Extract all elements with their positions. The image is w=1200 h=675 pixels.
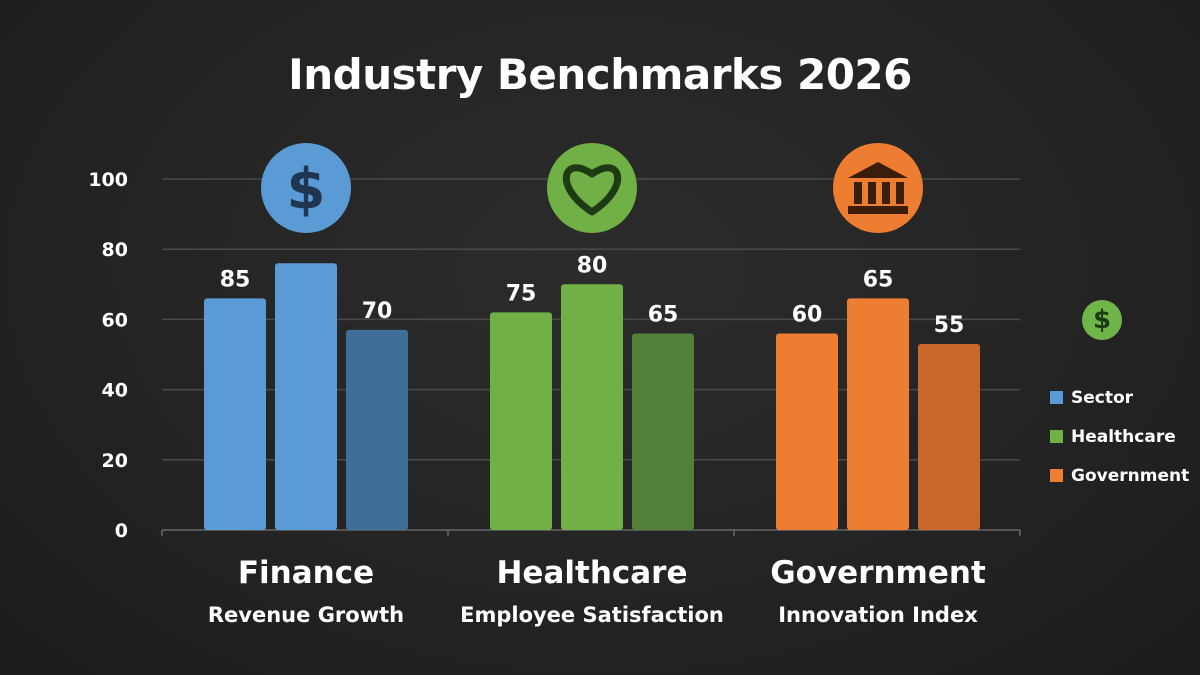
category-subtitle: Revenue Growth (208, 603, 404, 627)
bar-healthcare-2 (561, 284, 623, 530)
bar-finance-2 (275, 263, 337, 530)
bar-healthcare-3 (632, 333, 694, 530)
legend-swatch (1050, 430, 1063, 443)
data-label: 80 (577, 253, 608, 278)
bar-healthcare-1 (490, 312, 552, 530)
data-label: 55 (934, 313, 965, 338)
bar-government-3 (918, 343, 980, 530)
data-label: 60 (792, 302, 823, 327)
bank-icon (833, 143, 923, 233)
category-label: Finance (238, 555, 374, 591)
y-tick-label: 60 (102, 309, 128, 331)
y-tick-label: 40 (102, 380, 128, 402)
bar-government-2 (847, 298, 909, 530)
y-tick-label: 100 (88, 169, 128, 191)
legend-dollar-icon: $ (1082, 300, 1122, 340)
legend-item-sector: Sector (1050, 378, 1189, 417)
bar-government-1 (776, 333, 838, 530)
legend-label: Sector (1071, 387, 1134, 408)
y-tick-label: 20 (102, 450, 128, 472)
y-tick-label: 80 (102, 239, 128, 261)
data-label: 65 (863, 267, 894, 292)
data-label: 75 (506, 281, 537, 306)
legend-item-government: Government (1050, 456, 1189, 495)
dollar-glyph: $ (287, 157, 326, 222)
legend-swatch (1050, 469, 1063, 482)
category-label: Government (770, 555, 986, 591)
heart-glyph (562, 164, 622, 216)
chart-title: Industry Benchmarks 2026 (288, 50, 912, 99)
category-subtitle: Innovation Index (778, 603, 978, 627)
legend-item-healthcare: Healthcare (1050, 417, 1189, 456)
legend: Sector Healthcare Government (1050, 378, 1189, 495)
bar-finance-1 (204, 298, 266, 530)
heart-icon (547, 143, 637, 233)
bar-finance-3 (346, 329, 408, 530)
legend-label: Government (1071, 465, 1190, 486)
bank-glyph (848, 162, 908, 214)
category-label: Healthcare (496, 555, 687, 591)
y-tick-label: 0 (115, 520, 128, 542)
data-label: 85 (220, 267, 251, 292)
category-subtitle: Employee Satisfaction (460, 603, 724, 627)
dollar-icon (261, 143, 351, 233)
legend-label: Healthcare (1071, 426, 1176, 447)
data-label: 65 (648, 302, 679, 327)
data-label: 70 (362, 299, 393, 324)
legend-swatch (1050, 391, 1063, 404)
